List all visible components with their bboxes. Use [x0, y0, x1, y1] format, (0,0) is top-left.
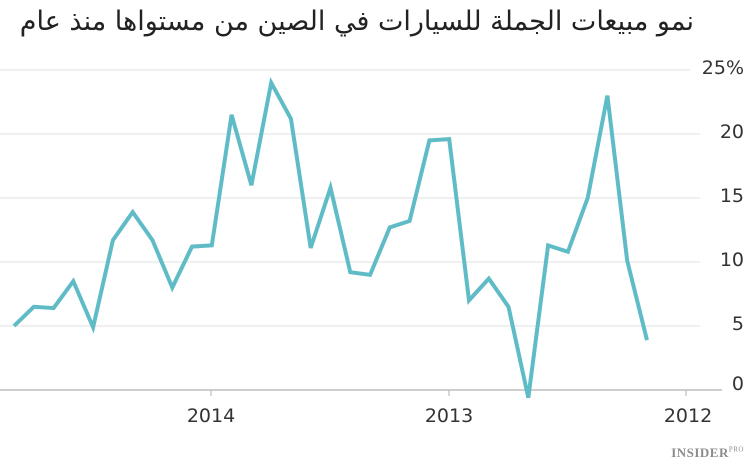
y-tick-15: 15: [719, 185, 744, 207]
y-tick-5: 5: [731, 313, 744, 335]
x-tick-2014: 2014: [186, 405, 236, 427]
x-axis-ticks: [210, 390, 687, 396]
x-tick-2012: 2012: [663, 405, 713, 427]
y-tick-20: 20: [719, 121, 744, 143]
brand-name: INSIDER: [671, 445, 729, 460]
y-tick-10: 10: [719, 249, 744, 271]
x-tick-2013: 2013: [424, 405, 474, 427]
gridlines: [0, 69, 700, 327]
y-tick-0: 0: [731, 373, 744, 395]
brand-suffix: PRO: [728, 445, 744, 454]
growth-line: [12, 76, 649, 399]
y-tick-25: 25%: [701, 57, 744, 79]
brand-logo: INSIDERPRO: [671, 445, 744, 461]
chart-title: نمو مبيعات الجملة للسيارات في الصين من م…: [19, 6, 694, 37]
